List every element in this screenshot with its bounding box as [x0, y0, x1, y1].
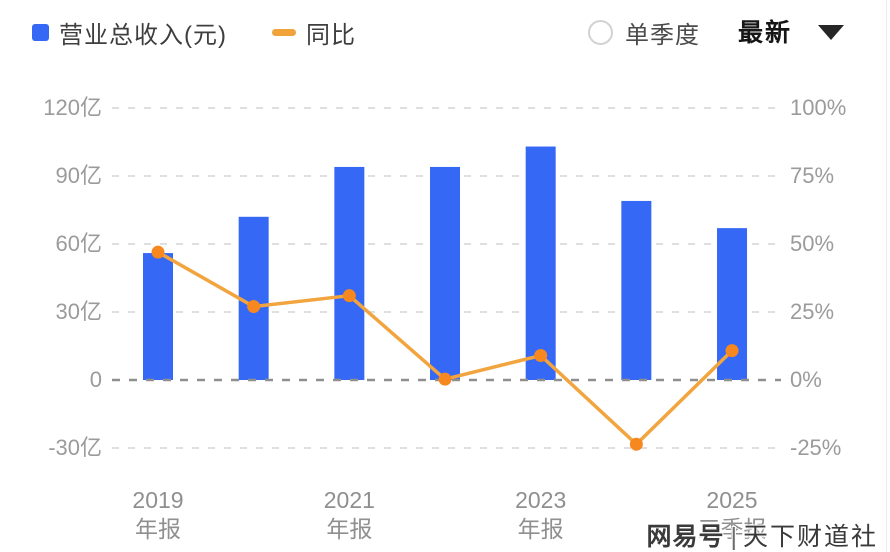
x-axis-tick: 2025 三季报: [697, 487, 767, 542]
left-axis-tick: 90亿: [55, 163, 102, 188]
watermark-brand: 网易号: [646, 523, 725, 551]
yoy-point-2[interactable]: [342, 289, 356, 303]
bar-1[interactable]: [238, 216, 269, 380]
panel-right-edge: [886, 0, 887, 552]
revenue-bar-swatch-icon: [32, 23, 49, 41]
bar-0[interactable]: [143, 253, 173, 380]
right-axis-tick: 75%: [790, 163, 835, 188]
single-quarter-label: 单季度: [625, 21, 700, 49]
chart-header: 营业总收入(元) 同比 单季度 最新: [0, 0, 890, 60]
single-quarter-radio[interactable]: 单季度: [588, 14, 700, 50]
x-axis-tick: 2021 年报: [323, 487, 375, 542]
chevron-down-icon[interactable]: [818, 25, 845, 40]
right-axis-tick: -25%: [790, 435, 842, 460]
left-axis-tick: 0: [89, 367, 102, 392]
yoy-point-3[interactable]: [438, 372, 452, 386]
right-axis-tick: 50%: [790, 231, 835, 256]
bar-6[interactable]: [717, 228, 748, 380]
legend-item-yoy[interactable]: 同比: [272, 14, 356, 50]
yoy-line-swatch-icon: [272, 28, 296, 36]
legend-item-revenue[interactable]: 营业总收入(元): [32, 14, 227, 50]
radio-unchecked-icon[interactable]: [588, 19, 613, 45]
legend-revenue-label: 营业总收入(元): [59, 21, 227, 49]
left-axis-tick: 60亿: [55, 231, 102, 256]
bar-4[interactable]: [525, 146, 556, 380]
x-axis-tick: 2019 年报: [132, 487, 184, 542]
right-axis-tick: 0%: [790, 367, 822, 392]
yoy-point-0[interactable]: [151, 245, 165, 259]
bar-3[interactable]: [430, 166, 461, 380]
right-axis-tick: 100%: [790, 95, 847, 120]
yoy-point-4[interactable]: [534, 349, 548, 363]
left-axis-tick: 120亿: [43, 95, 102, 120]
bar-5[interactable]: [621, 200, 652, 380]
right-axis-tick: 25%: [790, 299, 835, 324]
watermark-divider: |: [730, 523, 737, 551]
yoy-point-1[interactable]: [247, 300, 261, 314]
watermark-site: 天下财道社: [742, 523, 878, 551]
watermark: 网易号 | 天下财道社: [646, 517, 878, 552]
x-axis-tick: 2023 年报: [515, 487, 567, 542]
period-dropdown[interactable]: 最新: [738, 12, 845, 50]
period-dropdown-value: 最新: [738, 19, 793, 47]
bar-2[interactable]: [334, 166, 365, 380]
yoy-point-6[interactable]: [725, 344, 739, 358]
left-axis-tick: 30亿: [55, 299, 102, 324]
yoy-point-5[interactable]: [629, 437, 643, 451]
legend-yoy-label: 同比: [306, 21, 356, 49]
left-axis-tick: -30亿: [48, 435, 102, 460]
